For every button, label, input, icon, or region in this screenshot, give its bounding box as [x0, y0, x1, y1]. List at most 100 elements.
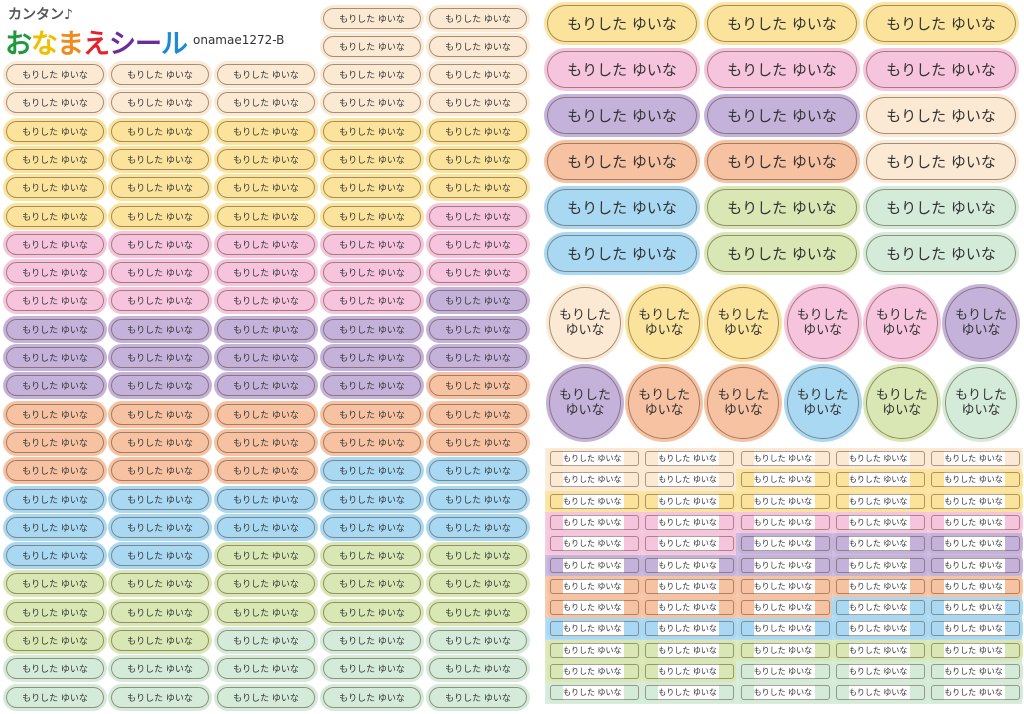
label-text: もりした ゆいな	[127, 665, 193, 676]
label-family: もりした	[717, 308, 770, 323]
name-label-small: もりした ゆいな	[111, 347, 209, 368]
label-text: もりした ゆいな	[848, 581, 908, 591]
name-label-strip: もりした ゆいな	[835, 642, 925, 658]
name-label-round: もりした ゆいな	[865, 287, 938, 359]
name-label-round: もりした ゆいな	[707, 287, 780, 359]
label-text: もりした ゆいな	[563, 667, 622, 676]
name-label-small: もりした ゆいな	[111, 516, 209, 538]
name-label-round: もりした ゆいな	[549, 287, 621, 359]
label-text: もりした ゆいな	[886, 199, 996, 217]
label-text: もりした ゆいな	[22, 99, 88, 110]
label-text: もりした ゆいな	[848, 454, 908, 463]
name-label-small: もりした ゆいな	[323, 431, 421, 453]
label-text: もりした ゆいな	[127, 637, 193, 647]
label-text: もりした ゆいな	[445, 15, 511, 25]
name-label-small: もりした ゆいな	[429, 431, 527, 453]
name-label-round: もりした ゆいな	[786, 287, 859, 359]
label-family: もりした	[558, 388, 611, 403]
label-text: もりした ゆいな	[22, 212, 88, 223]
label-text: もりした ゆいな	[22, 184, 88, 195]
label-text: もりした ゆいな	[753, 667, 813, 676]
label-text: もりした ゆいな	[445, 71, 511, 81]
label-text: もりした ゆいな	[753, 645, 813, 655]
label-text: もりした ゆいな	[127, 382, 193, 393]
name-label-small: もりした ゆいな	[217, 120, 315, 142]
name-label-strip: もりした ゆいな	[931, 557, 1021, 573]
label-text: もりした ゆいな	[445, 665, 511, 676]
label-text: もりした ゆいな	[886, 153, 996, 171]
label-text: もりした ゆいな	[563, 645, 622, 655]
label-text: もりした ゆいな	[944, 624, 1003, 634]
name-label-small: もりした ゆいな	[429, 630, 527, 651]
name-label-round: もりした ゆいな	[628, 287, 701, 359]
label-text: もりした ゆいな	[127, 354, 193, 364]
name-label-strip: もりした ゆいな	[740, 493, 830, 509]
name-label-strip: もりした ゆいな	[645, 557, 735, 573]
name-label-round: もりした ゆいな	[945, 287, 1017, 359]
name-label-small: もりした ゆいな	[429, 290, 527, 312]
name-label-strip: もりした ゆいな	[550, 557, 639, 573]
label-text: もりした ゆいな	[127, 71, 193, 81]
name-label-small: もりした ゆいな	[429, 403, 527, 425]
label-text: もりした ゆいな	[339, 637, 405, 647]
name-label-small: もりした ゆいな	[6, 601, 104, 623]
label-text: もりした ゆいな	[127, 127, 193, 138]
name-label-strip: もりした ゆいな	[931, 451, 1021, 466]
name-label-small: もりした ゆいな	[323, 318, 421, 340]
name-label-small: もりした ゆいな	[217, 431, 315, 453]
name-label-large: もりした ゆいな	[866, 5, 1016, 42]
label-text: もりした ゆいな	[563, 624, 622, 634]
label-text: もりした ゆいな	[727, 15, 837, 33]
label-text: もりした ゆいな	[753, 688, 813, 698]
label-text: もりした ゆいな	[339, 155, 405, 166]
label-family: もりした	[638, 308, 691, 323]
label-text: もりした ゆいな	[127, 523, 193, 534]
name-label-small: もりした ゆいな	[111, 120, 209, 142]
name-label-small: もりした ゆいな	[323, 488, 421, 510]
name-label-round: もりした ゆいな	[628, 367, 701, 439]
label-text: もりした ゆいな	[658, 539, 717, 549]
label-text: もりした ゆいな	[22, 354, 88, 364]
label-text: もりした ゆいな	[563, 688, 622, 698]
name-label-strip: もりした ゆいな	[740, 600, 830, 616]
name-label-small: もりした ゆいな	[111, 460, 209, 482]
name-label-strip: もりした ゆいな	[835, 600, 925, 616]
name-label-strip: もりした ゆいな	[931, 472, 1021, 488]
label-text: もりした ゆいな	[127, 155, 193, 166]
name-label-strip: もりした ゆいな	[645, 600, 735, 616]
label-text: もりした ゆいな	[658, 624, 717, 634]
label-text: もりした ゆいな	[753, 496, 813, 506]
label-text: もりした ゆいな	[563, 475, 622, 485]
label-text: もりした ゆいな	[944, 496, 1003, 506]
label-text: もりした ゆいな	[944, 688, 1003, 698]
name-label-small: もりした ゆいな	[217, 205, 315, 227]
label-text: もりした ゆいな	[233, 410, 299, 421]
label-text: もりした ゆいな	[339, 240, 405, 251]
label-text: もりした ゆいな	[339, 127, 405, 138]
name-label-small: もりした ゆいな	[217, 601, 315, 623]
label-text: もりした ゆいな	[567, 245, 677, 263]
label-text: もりした ゆいな	[567, 15, 677, 33]
label-text: もりした ゆいな	[445, 212, 511, 223]
label-text: もりした ゆいな	[445, 325, 511, 336]
label-text: もりした ゆいな	[848, 560, 908, 570]
name-label-round: もりした ゆいな	[945, 367, 1017, 439]
name-label-small: もりした ゆいな	[111, 658, 209, 680]
label-text: もりした ゆいな	[658, 560, 717, 570]
name-label-small: もりした ゆいな	[429, 375, 527, 397]
name-label-small: もりした ゆいな	[323, 658, 421, 680]
name-label-strip: もりした ゆいな	[740, 664, 830, 679]
name-label-strip: もりした ゆいな	[931, 536, 1021, 552]
name-label-strip: もりした ゆいな	[645, 536, 735, 552]
label-text: もりした ゆいな	[886, 107, 996, 125]
label-text: もりした ゆいな	[339, 467, 405, 478]
name-label-small: もりした ゆいな	[429, 686, 527, 708]
label-text: もりした ゆいな	[567, 107, 677, 125]
name-label-small: もりした ゆいな	[429, 8, 527, 29]
label-text: もりした ゆいな	[339, 410, 405, 421]
name-label-small: もりした ゆいな	[6, 148, 104, 170]
label-text: もりした ゆいな	[848, 496, 908, 506]
name-label-small: もりした ゆいな	[429, 658, 527, 680]
name-label-strip: もりした ゆいな	[835, 557, 925, 573]
name-label-round: もりした ゆいな	[549, 367, 621, 439]
